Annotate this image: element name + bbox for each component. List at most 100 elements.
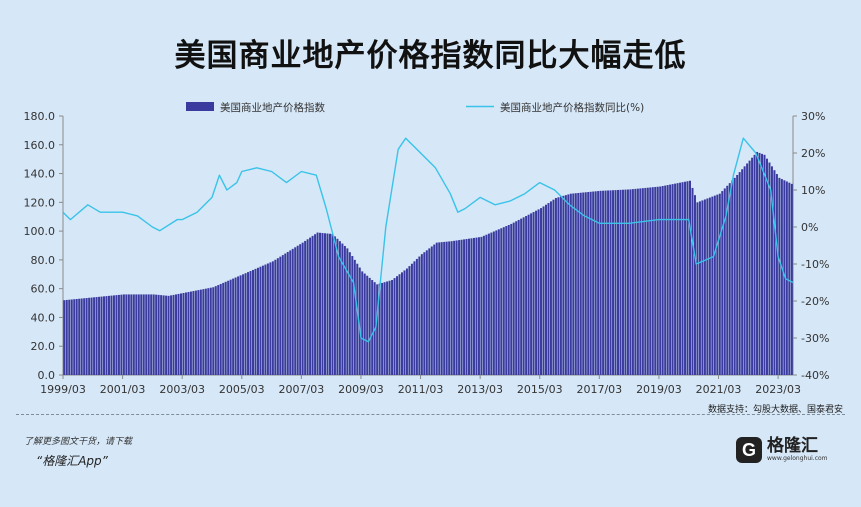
bar [182,292,185,375]
bar [423,252,426,375]
bar [152,294,155,375]
bar [440,242,443,375]
bar [703,199,706,375]
x-axis: 1999/03 2001/03 2003/03 2005/03 2007/03 2009/… [40,374,801,396]
bar [718,193,721,375]
bar [443,241,446,375]
logo-mark-icon: G [736,437,762,463]
bar [512,222,515,375]
bar [549,201,552,375]
bar [276,258,279,375]
bar [656,186,659,375]
bar [175,294,178,375]
right-tick-label: 0% [801,221,818,234]
bar [433,244,436,375]
bar [634,188,637,375]
bar [361,271,364,375]
bar [177,293,180,375]
bar [733,177,736,375]
left-tick-label: 120.0 [24,196,56,209]
bar [194,290,197,375]
bar [224,281,227,375]
bar [155,294,158,375]
bar [492,231,495,375]
x-tick-label: 2013/03 [457,383,503,396]
bar [391,280,394,375]
bar [522,217,525,375]
bar [629,189,632,375]
bar [207,288,210,375]
divider [16,414,845,415]
bar [783,180,786,375]
right-tick-label: 10% [801,184,825,197]
bar [328,233,331,375]
bar [520,218,523,375]
bar [147,294,150,375]
bar [741,169,744,375]
bar [778,177,781,375]
bar [242,274,245,375]
bar [770,166,773,375]
bar [463,239,466,375]
bar [122,294,125,375]
bar [398,274,401,375]
bar [674,183,677,375]
bar [569,193,572,375]
bar [592,191,595,375]
bar [435,242,438,375]
left-tick-label: 180.0 [24,110,56,123]
bar [552,199,555,375]
promo-app-name: “格隆汇App” [36,454,108,468]
bar [115,295,118,375]
right-tick-label: 20% [801,147,825,160]
legend-label-line: 美国商业地产价格指数同比(%) [500,101,644,114]
bar [738,172,741,375]
bar [368,277,371,376]
bar [418,256,421,375]
bar [507,225,510,375]
bar [736,174,739,375]
bar [157,294,160,375]
bar [785,181,788,375]
bar [532,212,535,375]
bar [132,294,135,375]
x-tick-label: 2009/03 [338,383,384,396]
bar [299,244,302,375]
bar [589,191,592,375]
bar [746,163,749,375]
bar [599,190,602,375]
bar [689,180,691,375]
bar [671,184,674,375]
bar [408,266,411,375]
bar [170,295,173,375]
bar [413,261,416,375]
bar [356,263,359,375]
bar [83,298,86,375]
left-tick-label: 100.0 [24,225,56,238]
bar [117,294,120,375]
bar [559,196,562,375]
bar [584,192,587,375]
bar [107,295,110,375]
right-tick-label: -30% [801,332,829,345]
bar [445,241,448,375]
bar [562,195,565,375]
bar [579,192,582,375]
bar [199,289,202,375]
bar [264,264,267,375]
legend-label-bar: 美国商业地产价格指数 [220,101,325,114]
bar [763,154,766,375]
logo-name: 格隆汇 [767,436,818,456]
bar [788,182,791,375]
bar [761,153,764,375]
bar [366,275,369,375]
bar [112,295,115,375]
bar [304,240,307,375]
x-tick-label: 2019/03 [636,383,682,396]
bar [227,280,230,375]
bar [753,154,756,375]
bar [393,278,396,375]
bar [383,282,386,375]
bar [289,250,292,375]
right-y-axis: 30% 20% 10% 0% -10% -20% -30% -40% [792,110,829,382]
